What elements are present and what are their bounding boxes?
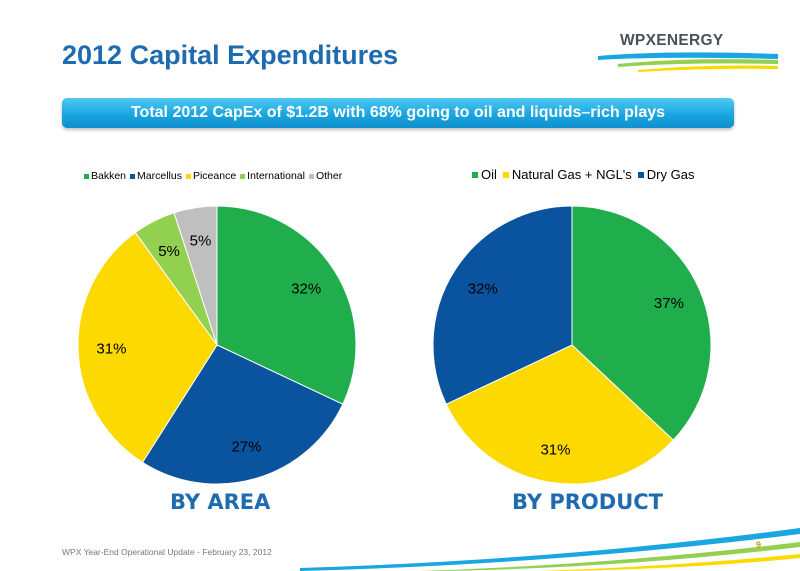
- legend-item-other: Other: [305, 170, 342, 182]
- legend-by-area: Bakken Marcellus Piceance International …: [80, 170, 342, 182]
- page-number: 9: [756, 540, 762, 550]
- pie-label-bakken: 32%: [291, 280, 321, 297]
- page-title: 2012 Capital Expenditures: [62, 40, 399, 70]
- pie-label-oil: 37%: [654, 295, 684, 312]
- legend-label: Oil: [481, 167, 497, 182]
- pie-slice-dry-gas: [432, 205, 573, 405]
- legend-swatch: [185, 173, 191, 179]
- pie-label-piceance: 31%: [96, 340, 126, 357]
- pie-slice-piceance: [77, 231, 218, 464]
- pie-label-dry-gas: 32%: [468, 280, 498, 297]
- pie-slice-bakken: [216, 205, 357, 405]
- legend-item-piceance: Piceance: [182, 170, 236, 182]
- legend-swatch: [502, 171, 509, 178]
- legend-item-dry-gas: Dry Gas: [632, 167, 695, 182]
- pie-slice-oil: [571, 205, 712, 441]
- pie-slice-other: [173, 205, 218, 346]
- legend-label: Dry Gas: [646, 167, 695, 182]
- footer-text: WPX Year-End Operational Update - Februa…: [62, 547, 272, 557]
- legend-label: Marcellus: [137, 170, 182, 182]
- pie-slice-marcellus: [141, 344, 344, 485]
- logo-text: WPXENERGY: [620, 32, 724, 49]
- legend-item-marcellus: Marcellus: [126, 170, 182, 182]
- caption-by-area: BY AREA: [170, 490, 271, 514]
- pie-label-marcellus: 27%: [231, 438, 261, 455]
- capex-banner: Total 2012 CapEx of $1.2B with 68% going…: [62, 98, 734, 128]
- legend-item-oil: Oil: [466, 167, 497, 182]
- legend-item-international: International: [236, 170, 305, 182]
- legend-by-product: Oil Natural Gas + NGL's Dry Gas: [466, 167, 694, 182]
- legend-swatch: [472, 171, 478, 178]
- legend-label: Natural Gas + NGL's: [511, 167, 632, 182]
- legend-swatch: [308, 173, 314, 179]
- pie-label-other: 5%: [190, 233, 212, 250]
- caption-by-product: BY PRODUCT: [512, 490, 664, 514]
- legend-swatch: [637, 171, 644, 178]
- legend-label: Other: [315, 170, 343, 182]
- wpx-energy-logo: WPXENERGY: [598, 24, 778, 80]
- legend-label: Piceance: [192, 170, 237, 182]
- pie-label-international: 5%: [158, 243, 180, 260]
- legend-swatch: [84, 173, 89, 179]
- pie-chart-by-area: 32% 27% 31% 5% 5%: [77, 205, 357, 485]
- legend-label: International: [247, 170, 305, 182]
- legend-item-natural-gas-ngls: Natural Gas + NGL's: [497, 167, 632, 182]
- pie-chart-by-product: 37% 31% 32%: [432, 205, 712, 485]
- legend-swatch: [130, 173, 136, 179]
- logo-swoosh-icon: [598, 52, 778, 72]
- legend-swatch: [240, 173, 246, 179]
- pie-slice-natural-gas-ngl-s: [445, 344, 675, 485]
- pie-label-natural-gas-ngl-s: 31%: [540, 441, 570, 458]
- legend-item-bakken: Bakken: [80, 170, 126, 182]
- legend-label: Bakken: [91, 170, 127, 182]
- banner-text: Total 2012 CapEx of $1.2B with 68% going…: [130, 104, 666, 121]
- footer-swoosh-icon: [300, 528, 800, 571]
